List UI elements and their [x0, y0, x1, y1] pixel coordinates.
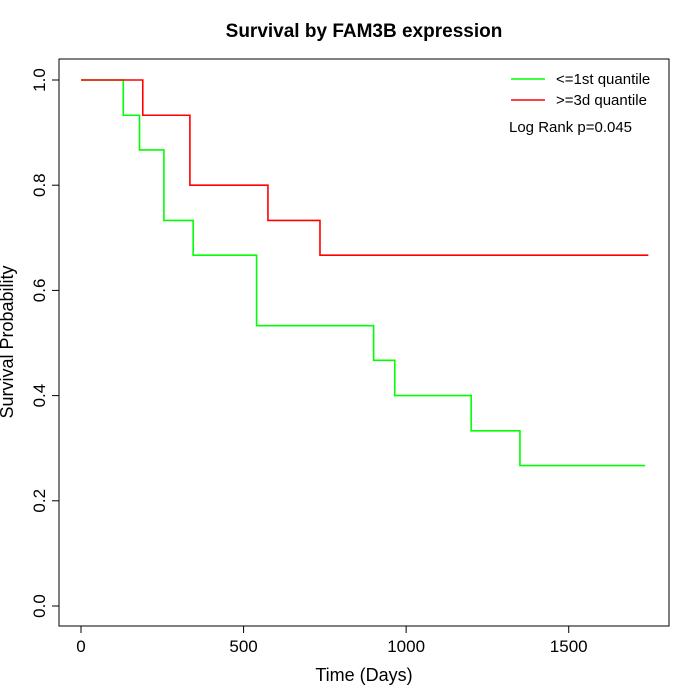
y-tick-label: 0.0 — [30, 594, 49, 618]
x-tick-label: 0 — [76, 637, 85, 656]
y-tick-label: 1.0 — [30, 68, 49, 92]
log-rank-annotation: Log Rank p=0.045 — [509, 119, 632, 136]
y-tick-label: 0.4 — [30, 384, 49, 408]
legend-label: <=1st quantile — [556, 71, 650, 88]
y-axis-label: Survival Probability — [0, 265, 17, 418]
y-tick-label: 0.6 — [30, 279, 49, 303]
y-tick-label: 0.8 — [30, 173, 49, 197]
chart-title: Survival by FAM3B expression — [226, 21, 503, 42]
series-layer — [81, 79, 649, 467]
series-line-1 — [81, 79, 646, 467]
legend: <=1st quantile >=3d quantile — [511, 71, 650, 109]
y-tick-label: 0.2 — [30, 489, 49, 513]
x-axis-label: Time (Days) — [315, 665, 412, 685]
y-axis: 0.0 0.2 0.4 0.6 0.8 1.0 — [30, 68, 60, 618]
x-tick-label: 1500 — [550, 637, 588, 656]
x-tick-label: 1000 — [387, 637, 425, 656]
legend-label: >=3d quantile — [556, 92, 647, 109]
x-axis: 0 500 1000 1500 — [76, 625, 588, 656]
series-line-2 — [81, 79, 649, 256]
x-tick-label: 500 — [229, 637, 257, 656]
